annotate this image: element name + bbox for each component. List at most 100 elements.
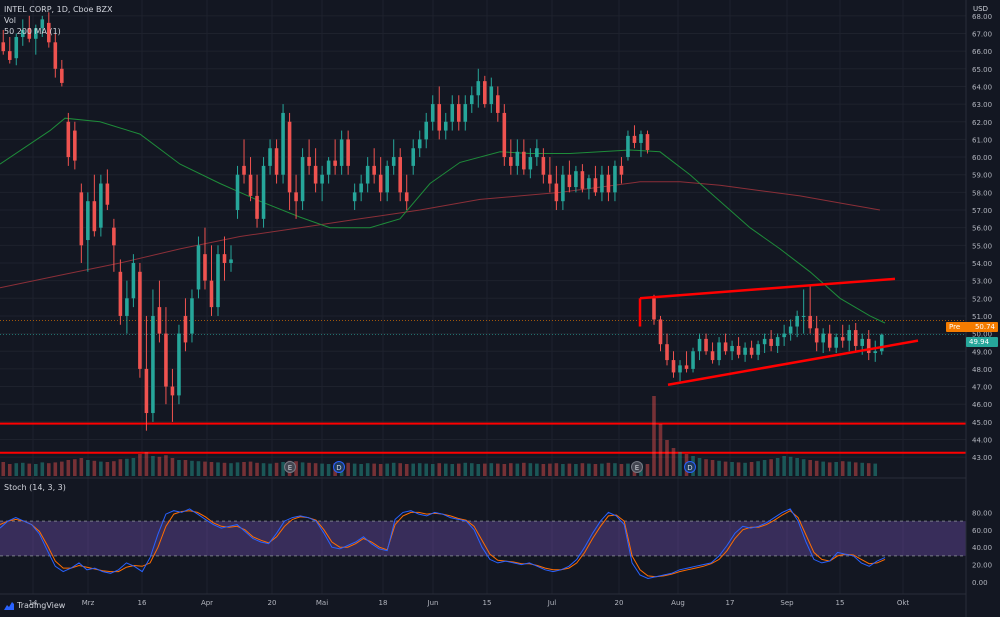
- volume-bar: [424, 463, 429, 476]
- candle-body: [125, 298, 129, 316]
- stoch-axis: 80.00 60.00 40.00 20.00 0.00: [972, 509, 992, 587]
- candle-body: [339, 139, 344, 166]
- candle-body: [14, 37, 19, 59]
- candle-body: [691, 351, 695, 369]
- y-tick-label: 43.00: [972, 454, 992, 462]
- stoch-tick-label: 40.00: [972, 544, 992, 552]
- candle-body: [203, 254, 207, 281]
- volume-bar: [658, 424, 663, 476]
- candle-body: [1, 42, 6, 52]
- candle-body: [645, 134, 650, 150]
- ma-label[interactable]: 50 200 MA (1): [4, 27, 61, 36]
- candle-body: [606, 174, 611, 193]
- x-tick-label: 16: [138, 599, 147, 607]
- volume-bar: [762, 460, 767, 476]
- volume-bar: [613, 463, 617, 476]
- candle-body: [7, 51, 12, 60]
- candle-body: [717, 342, 721, 361]
- candle-body: [541, 157, 546, 175]
- x-tick-label: Apr: [201, 599, 213, 607]
- volume-bar: [795, 458, 799, 476]
- volume-bar: [853, 462, 858, 476]
- volume-bar: [183, 460, 188, 476]
- candle-body: [372, 165, 376, 175]
- candle-body: [632, 135, 637, 143]
- y-tick-label: 46.00: [972, 401, 992, 409]
- y-tick-label: 44.00: [972, 437, 992, 445]
- volume-bar: [469, 463, 474, 476]
- y-axis[interactable]: 68.00 67.00 66.00 65.00 64.00 63.00 62.00 61.00…: [972, 13, 992, 462]
- volume-bar: [665, 440, 669, 476]
- candle-body: [352, 192, 357, 202]
- symbol-line[interactable]: INTEL CORP, 1D, Cboe BZX: [4, 5, 113, 14]
- volume-bar: [723, 461, 728, 476]
- candle-body: [593, 178, 598, 193]
- volume-bar: [268, 463, 272, 476]
- volume-bar: [99, 461, 103, 476]
- volume-bar: [801, 459, 806, 476]
- stoch-band: [0, 520, 966, 557]
- trendlines[interactable]: [638, 277, 919, 387]
- candle-body: [743, 347, 747, 355]
- candle-body: [105, 183, 110, 205]
- candle-body: [548, 174, 552, 184]
- volume-bar: [593, 464, 598, 476]
- volume-bar: [20, 462, 25, 476]
- tradingview-logo[interactable]: TradingView: [4, 601, 65, 610]
- candle-body: [749, 347, 754, 355]
- ma200-line: [0, 181, 881, 289]
- candle-body: [307, 157, 311, 166]
- volume-bar: [430, 464, 435, 476]
- marker-label: D: [687, 464, 692, 472]
- candle-body: [613, 165, 617, 193]
- candle-body: [730, 345, 734, 352]
- candle-body: [866, 338, 871, 354]
- candle-body: [118, 271, 123, 316]
- x-axis[interactable]: 14 Mrz 16 Apr 20 Mai 18 Jun 15 Jul 20 Aug 17 Sep 15 Okt: [29, 599, 910, 607]
- volume-label[interactable]: Vol: [4, 16, 16, 25]
- volume-bar: [749, 462, 754, 476]
- earnings-marker: [284, 461, 296, 473]
- volume-bar: [229, 463, 233, 476]
- dividend-marker: [684, 461, 696, 473]
- volume-bar: [821, 461, 825, 476]
- y-tick-label: 60.00: [972, 154, 992, 162]
- candle-body: [522, 151, 526, 170]
- candle-body: [769, 338, 773, 346]
- candle-body: [535, 148, 539, 158]
- candle-body: [782, 333, 786, 338]
- y-tick-label: 62.00: [972, 119, 992, 127]
- volume-bar: [14, 463, 19, 476]
- volume-bar: [404, 464, 409, 476]
- volume-bar: [307, 462, 311, 476]
- volume-bar: [567, 463, 572, 476]
- volume-bar: [359, 464, 363, 476]
- candle-body: [313, 165, 318, 184]
- x-tick-label: Jul: [547, 599, 557, 607]
- volume-bar: [222, 462, 227, 476]
- volume-bar: [483, 463, 487, 476]
- marker-label: D: [336, 464, 341, 472]
- stoch-label[interactable]: Stoch (14, 3, 3): [4, 483, 66, 492]
- volume-bar: [47, 463, 51, 476]
- volume-bar: [548, 463, 552, 476]
- volume-bar: [717, 460, 721, 476]
- x-tick-label: Okt: [897, 599, 910, 607]
- volume-bar: [456, 463, 461, 476]
- candle-body: [561, 174, 565, 202]
- volume-bar: [60, 461, 64, 476]
- volume-bar: [235, 462, 240, 476]
- y-tick-label: 65.00: [972, 66, 992, 74]
- candle-body: [736, 345, 741, 355]
- volume-bar: [105, 462, 110, 476]
- y-tick-label: 48.00: [972, 366, 992, 374]
- volume-bar: [385, 463, 389, 476]
- volume-bar: [40, 462, 45, 476]
- trendline: [639, 277, 896, 300]
- candle-body: [40, 19, 45, 29]
- volume-bar: [730, 462, 734, 476]
- volume-bar: [775, 458, 780, 476]
- volume-bar: [561, 464, 565, 476]
